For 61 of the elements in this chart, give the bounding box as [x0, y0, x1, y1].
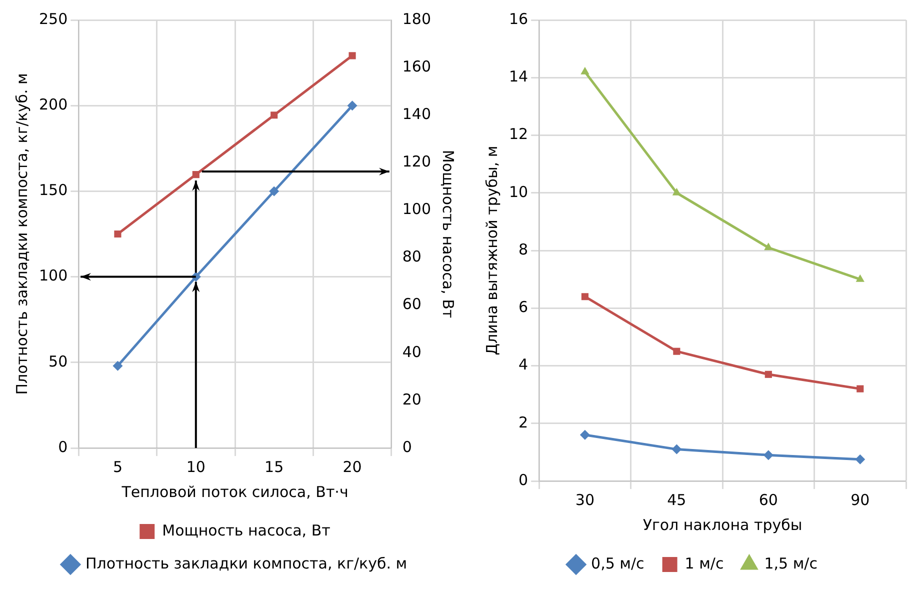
x-axis-title: Тепловой поток силоса, Вт·ч	[120, 482, 348, 501]
y-axis-title: Плотность закладки компоста, кг/куб. м	[12, 73, 31, 395]
y2-tick-label: 40	[402, 342, 422, 361]
x-tick-label: 10	[186, 458, 206, 476]
y-tick-label: 250	[38, 10, 68, 28]
y2-axis-title: Мощность насоса, Вт	[439, 150, 458, 318]
y-tick-label: 0	[58, 438, 68, 456]
y2-tick-label: 60	[402, 295, 422, 314]
x-tick-label: 15	[264, 458, 284, 476]
x-axis-title: Угол наклона трубы	[642, 516, 802, 534]
y-tick-label: 16	[508, 10, 528, 28]
point	[764, 242, 773, 250]
y-tick-label: 8	[518, 240, 528, 258]
point	[270, 112, 278, 119]
legend-label: 0,5 м/с	[591, 554, 644, 572]
y2-tick-label: 140	[402, 105, 432, 123]
y-tick-label: 6	[518, 298, 528, 316]
legend-label: 1,5 м/с	[764, 554, 818, 572]
x-tick-label: 20	[342, 458, 362, 476]
point	[269, 186, 280, 196]
y2-tick-label: 0	[402, 438, 412, 456]
y2-tick-label: 80	[402, 248, 422, 266]
point	[348, 52, 356, 60]
point	[763, 450, 774, 460]
y-tick-label: 14	[508, 68, 528, 86]
y-tick-label: 150	[38, 181, 68, 200]
point	[581, 293, 588, 300]
y2-tick-label: 100	[402, 200, 432, 218]
y-tick-label: 10	[508, 182, 528, 201]
point	[580, 430, 590, 440]
y2-tick-label: 120	[402, 152, 432, 171]
point	[856, 385, 864, 392]
x-tick-label: 30	[575, 490, 594, 509]
y-tick-label: 0	[518, 470, 528, 489]
y2-tick-label: 180	[402, 10, 432, 28]
y-tick-label: 4	[518, 356, 528, 374]
y-tick-label: 100	[38, 266, 68, 285]
y2-tick-label: 20	[402, 390, 422, 408]
point	[192, 171, 200, 178]
point	[112, 360, 123, 371]
x-tick-label: 45	[667, 490, 686, 509]
y2-tick-label: 160	[402, 57, 432, 76]
point	[855, 454, 866, 464]
y-tick-label: 2	[518, 413, 528, 432]
point	[672, 444, 682, 454]
y-tick-label: 12	[508, 125, 528, 144]
x-tick-label: 5	[112, 458, 122, 476]
point	[764, 370, 772, 378]
point	[856, 274, 864, 282]
y-tick-label: 200	[38, 95, 68, 114]
point	[114, 230, 122, 238]
point	[347, 100, 358, 111]
legend-label: 1 м/с	[684, 554, 724, 572]
legend-label: Мощность насоса, Вт	[162, 521, 331, 540]
y-axis-title: Длина вытяжной трубы, м	[482, 146, 501, 356]
x-tick-label: 90	[850, 490, 870, 509]
y-tick-label: 50	[48, 352, 68, 370]
legend-label: Плотность закладки компоста, кг/куб. м	[85, 554, 408, 572]
point	[673, 348, 680, 355]
point	[580, 66, 590, 74]
x-tick-label: 60	[758, 490, 778, 509]
